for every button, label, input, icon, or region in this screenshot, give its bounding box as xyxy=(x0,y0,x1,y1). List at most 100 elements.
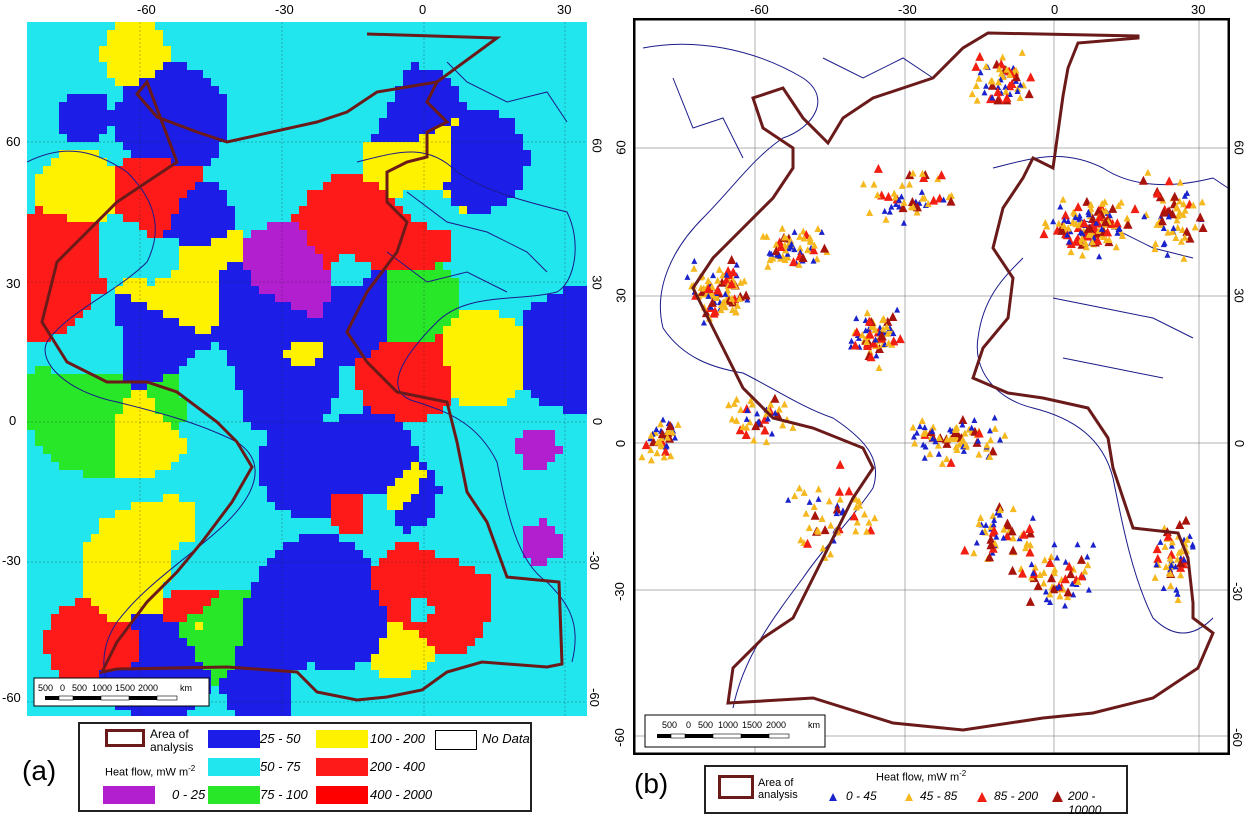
heat-flow-cell xyxy=(235,254,243,262)
heat-flow-cell xyxy=(547,534,555,542)
heat-flow-marker xyxy=(1017,568,1027,578)
heat-flow-cell xyxy=(43,310,51,318)
heat-flow-cell xyxy=(427,638,435,646)
heat-flow-cell xyxy=(475,550,483,558)
heat-flow-cell xyxy=(363,406,371,414)
heat-flow-cell xyxy=(331,646,339,654)
heat-flow-cell xyxy=(155,270,163,278)
heat-flow-marker xyxy=(953,445,961,453)
heat-flow-cell xyxy=(403,262,411,270)
heat-flow-cell xyxy=(131,462,139,470)
heat-flow-marker xyxy=(813,255,821,263)
heat-flow-cell xyxy=(227,590,235,598)
heat-flow-cell xyxy=(315,638,323,646)
heat-flow-cell xyxy=(483,686,491,694)
heat-flow-cell xyxy=(411,638,419,646)
heat-flow-cell xyxy=(307,318,315,326)
heat-flow-cell xyxy=(579,334,587,342)
heat-flow-cell xyxy=(339,526,347,534)
heat-flow-cell xyxy=(195,302,203,310)
heat-flow-cell xyxy=(547,310,555,318)
heat-flow-cell xyxy=(483,710,491,716)
heat-flow-cell xyxy=(251,638,259,646)
heat-flow-cell xyxy=(227,358,235,366)
heat-flow-cell xyxy=(411,214,419,222)
heat-flow-cell xyxy=(443,142,451,150)
heat-flow-cell xyxy=(155,646,163,654)
heat-flow-cell xyxy=(387,366,395,374)
heat-flow-cell xyxy=(459,310,467,318)
heat-flow-cell xyxy=(171,534,179,542)
heat-flow-cell xyxy=(411,206,419,214)
heat-flow-cell xyxy=(299,638,307,646)
heat-flow-marker xyxy=(993,87,1003,97)
heat-flow-cell xyxy=(283,294,291,302)
heat-flow-cell xyxy=(83,398,91,406)
heat-flow-cell xyxy=(395,414,403,422)
heat-flow-cell xyxy=(251,406,259,414)
heat-flow-cell xyxy=(579,54,587,62)
heat-flow-cell xyxy=(307,190,315,198)
heat-flow-cell xyxy=(315,438,323,446)
heat-flow-cell xyxy=(67,134,75,142)
heat-flow-cell xyxy=(523,534,531,542)
heat-flow-cell xyxy=(107,30,115,38)
heat-flow-marker xyxy=(989,525,999,535)
heat-flow-cell xyxy=(163,334,171,342)
heat-flow-cell xyxy=(227,398,235,406)
heat-flow-cells xyxy=(27,22,587,716)
heat-flow-cell xyxy=(459,62,467,70)
heat-flow-cell xyxy=(147,430,155,438)
heat-flow-cell xyxy=(123,390,131,398)
heat-flow-cell xyxy=(387,54,395,62)
heat-flow-cell xyxy=(267,454,275,462)
heat-flow-cell xyxy=(211,590,219,598)
heat-flow-cell xyxy=(179,198,187,206)
heat-flow-cell xyxy=(227,22,235,30)
heat-flow-cell xyxy=(371,46,379,54)
heat-flow-cell xyxy=(211,246,219,254)
heat-flow-cell xyxy=(379,46,387,54)
heat-flow-cell xyxy=(451,182,459,190)
heat-flow-cell xyxy=(307,566,315,574)
heat-flow-cell xyxy=(211,630,219,638)
heat-flow-cell xyxy=(219,430,227,438)
heat-flow-cell xyxy=(147,62,155,70)
heat-flow-cell xyxy=(387,230,395,238)
heat-flow-cell xyxy=(43,334,51,342)
heat-flow-cell xyxy=(179,638,187,646)
heat-flow-cell xyxy=(91,662,99,670)
heat-flow-cell xyxy=(259,622,267,630)
heat-flow-cell xyxy=(259,406,267,414)
heat-flow-cell xyxy=(451,598,459,606)
heat-flow-cell xyxy=(403,198,411,206)
heat-flow-cell xyxy=(307,590,315,598)
heat-flow-cell xyxy=(75,102,83,110)
heat-flow-cell xyxy=(395,134,403,142)
heat-flow-cell xyxy=(331,310,339,318)
heat-flow-cell xyxy=(299,502,307,510)
heat-flow-cell xyxy=(123,366,131,374)
heat-flow-cell xyxy=(291,238,299,246)
heat-flow-cell xyxy=(99,246,107,254)
heat-flow-marker xyxy=(850,340,860,350)
heat-flow-cell xyxy=(67,198,75,206)
heat-flow-cell xyxy=(179,382,187,390)
heat-flow-cell xyxy=(347,438,355,446)
heat-flow-marker xyxy=(1042,588,1049,595)
heat-flow-cell xyxy=(323,382,331,390)
heat-flow-cell xyxy=(387,406,395,414)
heat-flow-cell xyxy=(267,494,275,502)
heat-flow-cell xyxy=(179,126,187,134)
heat-flow-cell xyxy=(371,606,379,614)
heat-flow-cell xyxy=(163,150,171,158)
heat-flow-cell xyxy=(467,22,475,30)
heat-flow-cell xyxy=(379,310,387,318)
heat-flow-cell xyxy=(299,422,307,430)
heat-flow-cell xyxy=(195,430,203,438)
heat-flow-marker xyxy=(691,257,698,264)
heat-flow-cell xyxy=(43,422,51,430)
heat-flow-cell xyxy=(131,366,139,374)
heat-flow-cell xyxy=(147,518,155,526)
heat-flow-cell xyxy=(179,590,187,598)
